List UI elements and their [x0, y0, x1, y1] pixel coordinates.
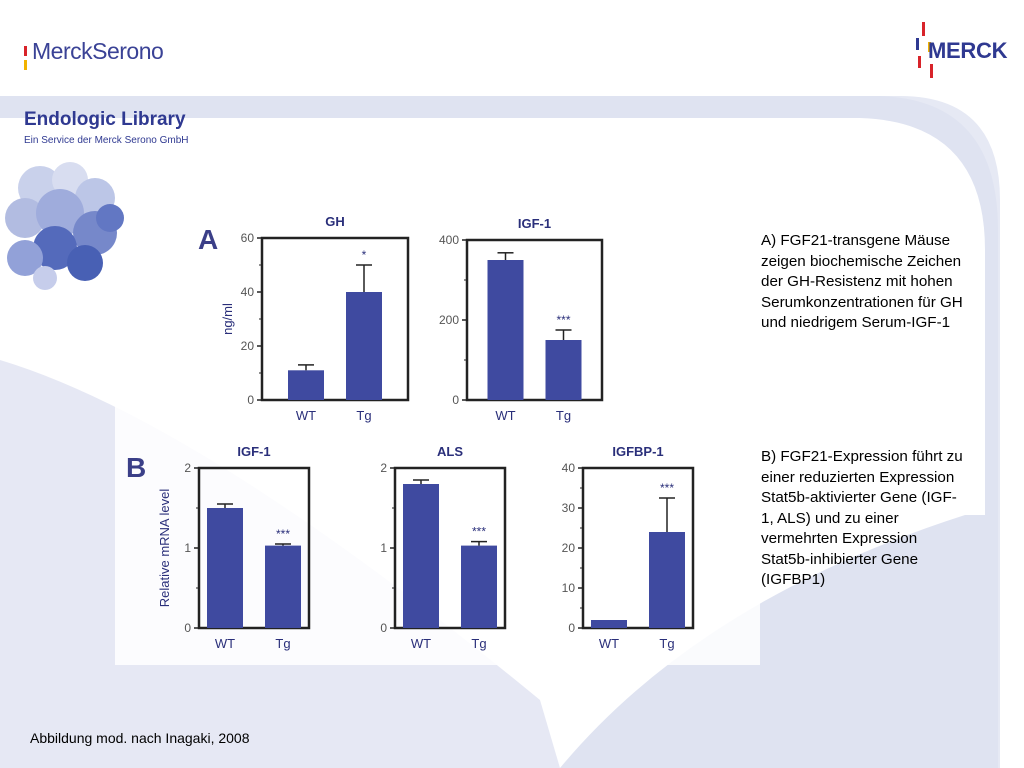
x-tick-label: Tg: [471, 636, 486, 651]
y-tick-label: 40: [562, 461, 576, 475]
y-tick-label: 20: [562, 541, 576, 555]
y-tick-label: 1: [380, 541, 387, 555]
panel-b-label: B: [126, 452, 146, 483]
y-tick-label: 0: [452, 393, 459, 407]
library-subtitle: Ein Service der Merck Serono GmbH: [24, 135, 189, 146]
x-tick-label: Tg: [356, 408, 371, 423]
chart-3: IGF-1 0 1 2 Relative mRNA level WT *** Tg: [157, 444, 311, 651]
bar-tg: [649, 532, 685, 628]
x-tick-label: Tg: [275, 636, 290, 651]
y-tick-label: 60: [241, 231, 255, 245]
library-title: Endologic Library: [24, 109, 186, 130]
significance-marker: ***: [556, 313, 570, 327]
bar-wt: [207, 508, 243, 628]
y-tick-label: 10: [562, 581, 576, 595]
plot-frame: [260, 236, 410, 402]
bar-tg: [461, 545, 497, 628]
x-tick-label: Tg: [659, 636, 674, 651]
chart-2: IGF-1 0 200 400 WT *** Tg: [439, 216, 604, 423]
chart-1: GH 0 20 40 60 ng/ml WT * Tg: [220, 214, 410, 423]
bar-tg: [265, 545, 301, 628]
y-tick-label: 0: [184, 621, 191, 635]
y-tick-label: 0: [568, 621, 575, 635]
merck-logo-mark: [916, 22, 933, 78]
y-tick-label: 0: [380, 621, 387, 635]
significance-marker: *: [362, 248, 367, 262]
plot-frame: [465, 238, 604, 402]
x-tick-label: Tg: [556, 408, 571, 423]
caption-panel-b: B) FGF21-Expression führt zu einer reduz…: [761, 448, 963, 588]
chart-4: ALS 0 1 2 WT *** Tg: [380, 444, 507, 651]
protein-illustration: [5, 162, 124, 290]
arrow-swoosh: [560, 515, 985, 768]
merck-wordmark: MERCK: [928, 38, 1008, 63]
merck-logo: MERCK: [912, 22, 1012, 86]
merck-serono-wordmark: MerckSerono: [32, 38, 164, 64]
merck-serono-logo-mark: [24, 46, 27, 70]
x-tick-label: WT: [215, 636, 235, 651]
y-tick-label: 400: [439, 233, 459, 247]
significance-marker: ***: [472, 525, 486, 539]
chart-title: GH: [325, 214, 345, 229]
chart-5: IGFBP-1 0 10 20 30 40 WT *** Tg: [562, 444, 695, 651]
y-tick-label: 30: [562, 501, 576, 515]
x-tick-label: WT: [411, 636, 431, 651]
figure-source: Abbildung mod. nach Inagaki, 2008: [30, 730, 250, 746]
bar-chart-figure: A B GH0204060ng/mlWT*TgIGF-10200400WT***…: [126, 214, 695, 651]
y-tick-label: 0: [247, 393, 254, 407]
bar-wt: [487, 260, 524, 400]
chart-title: ALS: [437, 444, 463, 459]
bar-wt: [591, 620, 627, 628]
chart-title: IGF-1: [518, 216, 551, 231]
x-tick-label: WT: [296, 408, 316, 423]
y-tick-label: 1: [184, 541, 191, 555]
y-tick-label: 2: [380, 461, 387, 475]
panel-a-label: A: [198, 224, 218, 255]
y-tick-label: 20: [241, 339, 255, 353]
significance-marker: ***: [660, 481, 674, 495]
caption-panel-a: A) FGF21-transgene Mäuse zeigen biochemi…: [761, 232, 963, 331]
y-axis-label: Relative mRNA level: [157, 489, 172, 608]
x-tick-label: WT: [495, 408, 515, 423]
significance-marker: ***: [276, 527, 290, 541]
bar-wt: [288, 370, 324, 400]
bar-tg: [346, 292, 382, 400]
x-tick-label: WT: [599, 636, 619, 651]
chart-title: IGF-1: [237, 444, 270, 459]
y-tick-label: 40: [241, 285, 255, 299]
bar-tg: [545, 340, 582, 400]
y-tick-label: 200: [439, 313, 459, 327]
y-axis-label: ng/ml: [220, 303, 235, 335]
bar-wt: [403, 484, 439, 628]
y-tick-label: 2: [184, 461, 191, 475]
chart-title: IGFBP-1: [612, 444, 663, 459]
charts-root: GH0204060ng/mlWT*TgIGF-10200400WT***TgIG…: [157, 214, 695, 651]
